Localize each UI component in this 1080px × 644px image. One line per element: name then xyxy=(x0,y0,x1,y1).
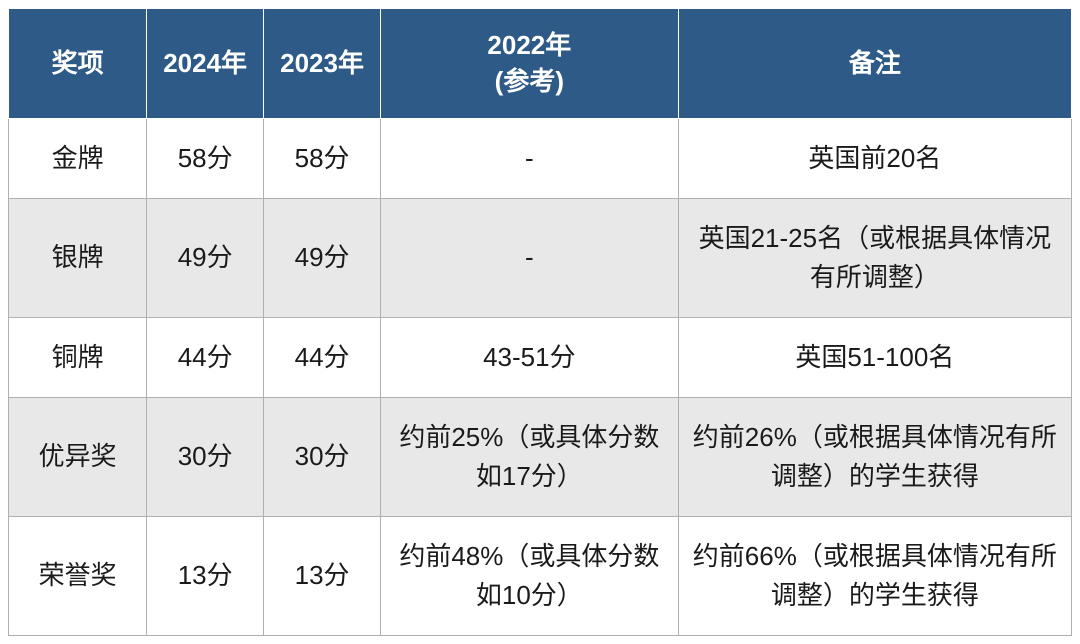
cell-2022: 约前48%（或具体分数如10分） xyxy=(381,516,679,635)
cell-2022: - xyxy=(381,198,679,317)
header-2023: 2023年 xyxy=(264,9,381,119)
header-note: 备注 xyxy=(678,9,1071,119)
cell-2023: 13分 xyxy=(264,516,381,635)
table-row: 优异奖 30分 30分 约前25%（或具体分数如17分） 约前26%（或根据具体… xyxy=(9,397,1072,516)
cell-2023: 58分 xyxy=(264,118,381,198)
cell-note: 约前66%（或根据具体情况有所调整）的学生获得 xyxy=(678,516,1071,635)
cell-2024: 49分 xyxy=(147,198,264,317)
table-body: 金牌 58分 58分 - 英国前20名 银牌 49分 49分 - 英国21-25… xyxy=(9,118,1072,635)
cell-award: 金牌 xyxy=(9,118,147,198)
table-header: 奖项 2024年 2023年 2022年(参考) 备注 xyxy=(9,9,1072,119)
cell-2024: 44分 xyxy=(147,317,264,397)
cell-note: 英国51-100名 xyxy=(678,317,1071,397)
cell-2024: 58分 xyxy=(147,118,264,198)
cell-award: 荣誉奖 xyxy=(9,516,147,635)
cell-2023: 49分 xyxy=(264,198,381,317)
cell-2022: - xyxy=(381,118,679,198)
table-row: 金牌 58分 58分 - 英国前20名 xyxy=(9,118,1072,198)
cell-2024: 13分 xyxy=(147,516,264,635)
cell-note: 英国21-25名（或根据具体情况有所调整） xyxy=(678,198,1071,317)
table-row: 银牌 49分 49分 - 英国21-25名（或根据具体情况有所调整） xyxy=(9,198,1072,317)
header-2022: 2022年(参考) xyxy=(381,9,679,119)
cell-2024: 30分 xyxy=(147,397,264,516)
cell-note: 约前26%（或根据具体情况有所调整）的学生获得 xyxy=(678,397,1071,516)
cell-note: 英国前20名 xyxy=(678,118,1071,198)
awards-table: 奖项 2024年 2023年 2022年(参考) 备注 金牌 58分 58分 -… xyxy=(8,8,1072,636)
cell-2022: 43-51分 xyxy=(381,317,679,397)
cell-award: 优异奖 xyxy=(9,397,147,516)
cell-award: 铜牌 xyxy=(9,317,147,397)
table-row: 荣誉奖 13分 13分 约前48%（或具体分数如10分） 约前66%（或根据具体… xyxy=(9,516,1072,635)
table-row: 铜牌 44分 44分 43-51分 英国51-100名 xyxy=(9,317,1072,397)
cell-2022: 约前25%（或具体分数如17分） xyxy=(381,397,679,516)
cell-2023: 30分 xyxy=(264,397,381,516)
cell-2023: 44分 xyxy=(264,317,381,397)
header-2024: 2024年 xyxy=(147,9,264,119)
cell-award: 银牌 xyxy=(9,198,147,317)
header-award: 奖项 xyxy=(9,9,147,119)
